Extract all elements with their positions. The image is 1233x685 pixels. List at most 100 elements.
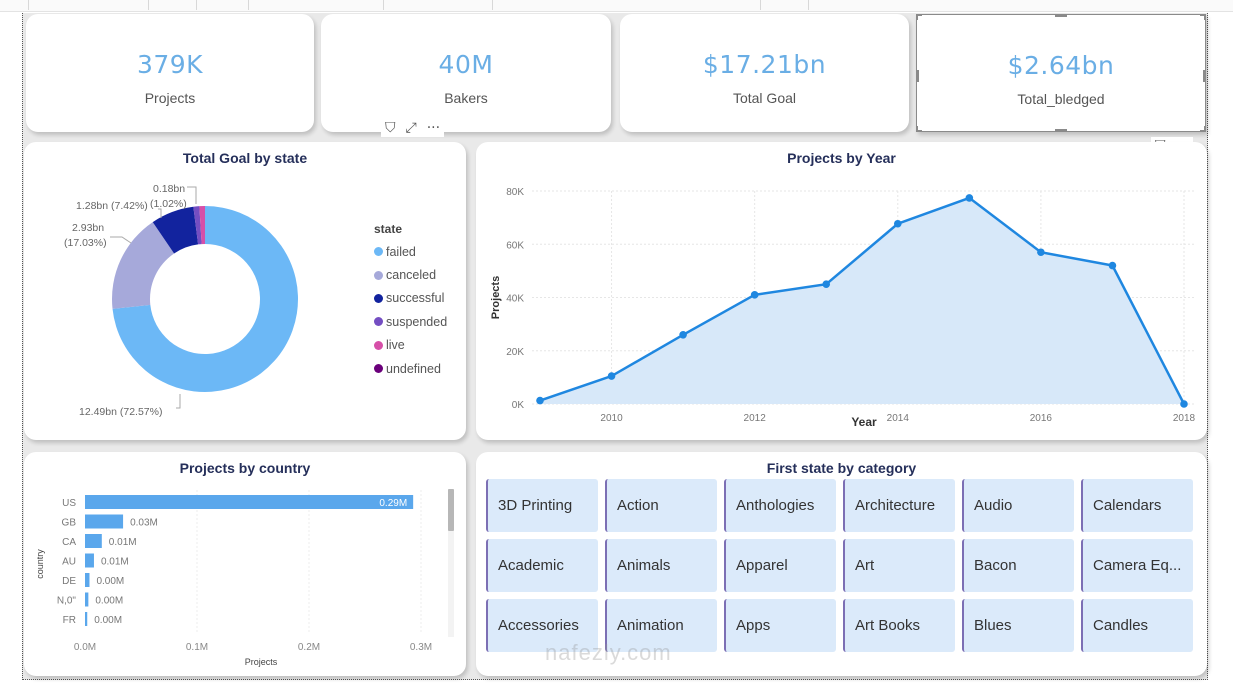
y-tick-label: GB (62, 518, 77, 529)
bar-data-label: 0.03M (130, 518, 158, 529)
data-point[interactable] (822, 280, 831, 288)
resize-handle[interactable] (1204, 14, 1206, 20)
bar-data-label: 0.01M (101, 557, 129, 568)
bar-de[interactable] (85, 573, 90, 587)
data-point[interactable] (1108, 261, 1117, 270)
donut-slice-failed[interactable] (112, 206, 298, 392)
donut-data-label: 1.28bn (7.42%) (76, 200, 148, 212)
resize-handle[interactable] (1055, 129, 1067, 132)
filter-icon[interactable]: ⛉ (385, 120, 396, 136)
bar-us[interactable] (85, 495, 414, 509)
legend-item-canceled[interactable]: canceled (374, 263, 447, 286)
kpi-card-total-pledged[interactable]: $2.64bn Total_bledged (916, 14, 1206, 132)
more-options-icon[interactable]: ··· (426, 120, 441, 136)
y-tick-label: AU (62, 557, 76, 568)
toolbar-separator (28, 0, 29, 10)
bar-au[interactable] (85, 553, 94, 568)
x-tick-label: 0.2M (298, 642, 320, 653)
resize-handle[interactable] (916, 14, 918, 20)
category-tile[interactable]: Animation (605, 599, 717, 652)
y-tick-label: 20K (506, 347, 524, 358)
donut-slice-successful[interactable] (152, 206, 199, 254)
category-tile[interactable]: Action (605, 479, 717, 532)
resize-handle[interactable] (1200, 14, 1206, 16)
resize-handle[interactable] (1203, 70, 1206, 82)
resize-handle[interactable] (916, 126, 918, 132)
kpi-card-projects[interactable]: 379K Projects (26, 14, 314, 132)
category-tile[interactable]: Candles (1081, 599, 1193, 652)
category-tile[interactable]: Bacon (962, 539, 1074, 592)
data-point[interactable] (965, 194, 974, 202)
category-tile[interactable]: Anthologies (724, 479, 836, 532)
legend-label: undefined (386, 361, 441, 376)
category-tiles-grid: 3D Printing Action Anthologies Architecture… (486, 479, 1193, 652)
category-tile[interactable]: Animals (605, 539, 717, 592)
legend-item-undefined[interactable]: undefined (374, 357, 447, 380)
resize-handle[interactable] (1200, 130, 1206, 132)
data-point[interactable] (1180, 400, 1188, 408)
resize-handle[interactable] (916, 14, 922, 16)
y-tick-label: 80K (506, 187, 524, 198)
legend-item-failed[interactable]: failed (374, 240, 447, 263)
category-tile[interactable]: Audio (962, 479, 1074, 532)
bar-data-label: 0.00M (94, 615, 122, 626)
category-tile[interactable]: Academic (486, 539, 598, 592)
legend-item-successful[interactable]: successful (374, 287, 447, 310)
bar-ca[interactable] (85, 534, 102, 548)
category-tiles-card[interactable]: First state by category 3D Printing Actio… (476, 452, 1207, 676)
category-tile[interactable]: Calendars (1081, 479, 1193, 532)
focus-mode-icon[interactable]: ⤢ (405, 120, 417, 136)
donut-slice-live[interactable] (199, 206, 205, 245)
resize-handle[interactable] (916, 130, 922, 132)
bar-chart: 0.0M 0.1M 0.2M 0.3M US 0.29M GB 0.03M CA 0.01M AU 0… (35, 490, 432, 667)
resize-handle[interactable] (916, 70, 919, 82)
kpi-card-bakers[interactable]: 40M Bakers (321, 14, 611, 132)
legend-marker-icon (374, 270, 383, 280)
x-tick-label: 2016 (1030, 413, 1053, 424)
bar-data-label: 0.00M (96, 576, 124, 587)
category-tile[interactable]: Architecture (843, 479, 955, 532)
toolbar-separator (383, 0, 384, 10)
donut-slice-suspended[interactable] (193, 206, 202, 245)
bar-chart-card[interactable]: Projects by country 0.0M 0.1M 0.2M 0.3M US 0.… (24, 452, 466, 676)
category-tile[interactable]: Blues (962, 599, 1074, 652)
kpi-label: Bakers (444, 90, 488, 106)
legend-item-suspended[interactable]: suspended (374, 310, 447, 333)
data-point[interactable] (893, 219, 902, 228)
resize-handle[interactable] (1055, 14, 1067, 17)
bar-n0[interactable] (85, 592, 89, 607)
data-point[interactable] (679, 330, 687, 339)
category-tile[interactable]: Accessories (486, 599, 598, 652)
scrollbar-track[interactable] (448, 489, 454, 637)
data-point[interactable] (607, 372, 616, 380)
toolbar-separator (248, 0, 249, 10)
leader-line (110, 236, 132, 244)
kpi-card-total-goal[interactable]: $17.21bn Total Goal (620, 14, 909, 132)
bar-gb[interactable] (85, 514, 124, 529)
y-tick-label: 0K (512, 400, 525, 411)
y-tick-label: N,0" (57, 596, 77, 607)
resize-handle[interactable] (1204, 126, 1206, 132)
legend-item-live[interactable]: live (374, 334, 447, 357)
category-tile[interactable]: 3D Printing (486, 479, 598, 532)
kpi-label: Total Goal (732, 90, 797, 106)
data-point[interactable] (750, 291, 759, 299)
x-tick-label: 2018 (1173, 413, 1196, 424)
line-chart-card[interactable]: Projects by Year 0K 20K 40K 60K 80K 2010 2012 2… (476, 142, 1207, 440)
data-point[interactable] (1037, 248, 1045, 257)
data-point[interactable] (536, 396, 544, 405)
category-tile[interactable]: Apparel (724, 539, 836, 592)
bar-fr[interactable] (85, 612, 88, 626)
donut-chart-card[interactable]: Total Goal by state 12.49bn (72.57%) 2.93… (24, 142, 466, 440)
category-tile[interactable]: Art (843, 539, 955, 592)
legend-marker-icon (374, 364, 383, 374)
x-tick-label: 2014 (887, 413, 910, 424)
x-axis-title: Year (851, 415, 877, 429)
donut-slice-canceled[interactable] (112, 222, 175, 309)
category-tile[interactable]: Camera Eq... (1081, 539, 1193, 592)
scrollbar-thumb[interactable] (448, 489, 454, 531)
legend-label: live (386, 338, 405, 353)
category-tile[interactable]: Art Books (843, 599, 955, 652)
kpi-label: Total_bledged (1017, 91, 1105, 107)
category-tile[interactable]: Apps (724, 599, 836, 652)
